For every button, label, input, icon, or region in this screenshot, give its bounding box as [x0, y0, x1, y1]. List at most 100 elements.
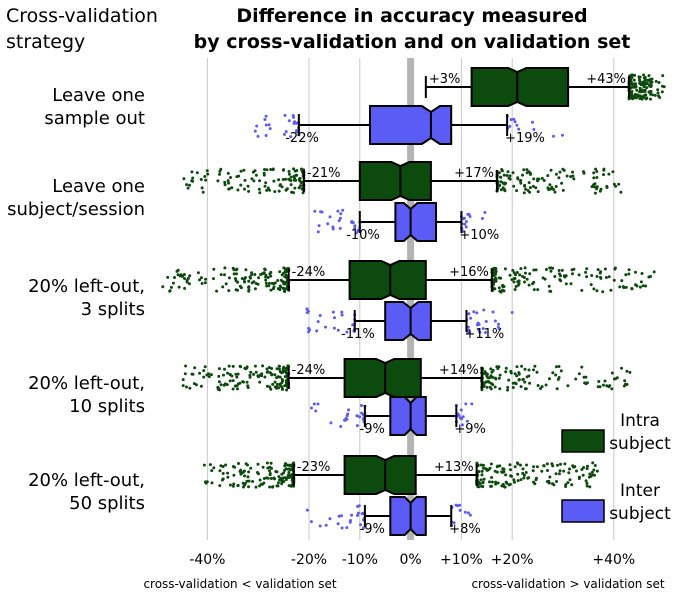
jitter-point-s0-c2-hi-2: [612, 278, 616, 282]
jitter-point-s0-c1-hi-116: [561, 188, 565, 192]
jitter-point-s1-c2-hi-1: [467, 312, 471, 316]
jitter-point-s0-c1-hi-66: [571, 174, 575, 178]
jitter-point-s0-c3-lo-130: [245, 365, 249, 369]
text-layer: +3% +43% -21% +17% -24% +16% -24% +14% -23% +13% -…: [6, 5, 671, 591]
jitter-point-s0-c4-lo-0: [202, 463, 206, 467]
jitter-point-s0-c1-lo-118: [300, 187, 304, 191]
jitter-point-s0-c4-hi-137: [521, 471, 525, 475]
jitter-point-s0-c4-lo-7: [256, 471, 259, 474]
jitter-point-s0-c1-lo-52: [200, 186, 204, 190]
jitter-point-s0-c3-lo-63: [191, 372, 195, 376]
jitter-point-s0-c3-hi-65: [517, 371, 521, 375]
jitter-point-s0-c4-hi-143: [502, 470, 506, 474]
jitter-point-s0-c3-hi-6: [620, 366, 623, 370]
jitter-point-s0-c0-hi-67: [637, 78, 641, 82]
jitter-point-s0-c1-hi-76: [590, 185, 594, 189]
jitter-point-s0-c1-lo-60: [236, 188, 240, 192]
jitter-point-s0-c4-hi-11: [532, 465, 536, 469]
jitter-point-s1-c0-lo-17: [264, 123, 268, 127]
jitter-point-s0-c3-lo-15: [181, 378, 185, 382]
jitter-point-s0-c4-hi-54: [531, 469, 535, 473]
jitter-point-s0-c3-hi-57: [498, 387, 502, 391]
jitter-point-s0-c3-hi-106: [515, 374, 519, 378]
jitter-point-s1-c1-hi-2: [463, 222, 467, 226]
jitter-point-s0-c4-lo-112: [228, 483, 232, 487]
whisker-label-high-s0-c0: +43%: [586, 72, 626, 87]
jitter-point-s0-c3-hi-12: [623, 379, 627, 383]
jitter-point-s0-c2-lo-62: [221, 285, 225, 289]
jitter-point-s0-c1-lo-46: [284, 177, 288, 181]
jitter-point-s0-c4-hi-116: [490, 476, 494, 479]
jitter-point-s0-c2-hi-104: [501, 285, 505, 289]
jitter-point-s0-c4-lo-14: [221, 477, 225, 481]
jitter-point-s0-c4-hi-148: [502, 467, 506, 471]
category-label-3: 20% left-out, 10 splits: [28, 373, 145, 417]
jitter-point-s0-c3-hi-60: [535, 370, 539, 374]
jitter-point-s0-c1-lo-28: [254, 173, 258, 177]
jitter-point-s1-c3-lo-17: [355, 414, 359, 418]
jitter-point-s0-c4-hi-8: [593, 464, 597, 467]
jitter-point-s0-c3-lo-113: [245, 380, 249, 384]
jitter-point-s0-c1-hi-34: [499, 175, 503, 179]
jitter-point-s0-c3-hi-114: [625, 369, 629, 373]
jitter-point-s0-c3-hi-33: [480, 388, 484, 392]
jitter-point-s0-c2-hi-105: [492, 267, 496, 271]
jitter-point-s0-c0-hi-73: [660, 90, 664, 94]
jitter-point-s0-c3-hi-101: [509, 369, 513, 373]
x-tick-label-0: -40%: [189, 552, 225, 568]
jitter-point-s0-c4-hi-101: [585, 481, 589, 485]
jitter-point-s0-c2-lo-36: [265, 284, 269, 288]
jitter-point-s1-c1-hi-11: [483, 211, 487, 214]
jitter-point-s0-c2-lo-127: [284, 287, 288, 291]
jitter-point-s0-c4-hi-120: [509, 468, 512, 472]
jitter-point-s1-c2-lo-18: [340, 313, 344, 317]
jitter-point-s0-c4-hi-106: [562, 469, 566, 473]
jitter-point-s0-c4-lo-148: [286, 473, 290, 477]
jitter-point-s0-c2-lo-83: [264, 278, 268, 282]
jitter-point-s0-c2-hi-98: [510, 278, 514, 282]
jitter-point-s0-c4-hi-134: [564, 483, 568, 487]
jitter-point-s0-c1-hi-60: [593, 185, 596, 189]
jitter-point-s0-c2-lo-74: [269, 270, 273, 274]
jitter-point-s0-c1-hi-106: [498, 184, 502, 188]
jitter-point-s0-c3-lo-35: [238, 381, 242, 385]
jitter-point-s0-c0-hi-121: [645, 96, 649, 100]
jitter-point-s1-c2-lo-11: [340, 310, 344, 314]
jitter-point-s0-c2-hi-37: [514, 285, 518, 288]
jitter-point-s0-c1-lo-74: [295, 169, 299, 172]
jitter-point-s1-c1-hi-4: [461, 217, 465, 221]
jitter-point-s0-c1-hi-16: [502, 173, 506, 177]
jitter-point-s1-c2-lo-16: [333, 316, 336, 320]
jitter-point-s0-c1-lo-57: [278, 183, 282, 187]
jitter-point-s0-c3-lo-142: [199, 384, 203, 388]
jitter-point-s0-c1-lo-68: [223, 180, 227, 184]
jitter-point-s0-c1-hi-108: [519, 181, 523, 185]
jitter-point-s0-c1-lo-0: [188, 183, 192, 187]
jitter-point-s1-c4-lo-22: [337, 514, 341, 518]
whisker-label-low-s0-c1: -21%: [307, 166, 341, 181]
jitter-point-s1-c4-lo-24: [357, 504, 361, 508]
jitter-point-s0-c0-hi-139: [637, 76, 641, 80]
jitter-point-s0-c4-lo-98: [243, 483, 247, 487]
jitter-point-s0-c0-hi-144: [647, 83, 651, 87]
jitter-point-s0-c2-hi-61: [627, 272, 631, 276]
jitter-point-s0-c1-lo-116: [227, 187, 231, 191]
jitter-point-s0-c1-hi-52: [552, 188, 556, 191]
jitter-point-s0-c2-lo-82: [248, 275, 252, 279]
jitter-point-s0-c0-hi-42: [656, 88, 660, 92]
jitter-point-s0-c4-hi-85: [575, 469, 578, 473]
jitter-point-s1-c4-lo-11: [309, 520, 313, 524]
jitter-point-s0-c2-lo-22: [166, 275, 170, 279]
jitter-point-s0-c2-hi-96: [521, 274, 524, 278]
jitter-point-s0-c1-hi-74: [572, 177, 576, 181]
jitter-point-s1-c3-lo-18: [360, 404, 363, 407]
jitter-point-s0-c4-hi-33: [504, 473, 508, 477]
jitter-point-s0-c1-lo-11: [243, 187, 246, 191]
jitter-point-s0-c1-lo-19: [182, 177, 186, 181]
jitter-point-s0-c2-lo-71: [264, 275, 268, 279]
jitter-point-s1-c1-hi-14: [468, 215, 472, 218]
jitter-point-s0-c4-lo-80: [280, 482, 284, 486]
jitter-point-s0-c4-lo-53: [226, 475, 230, 479]
jitter-point-s0-c4-lo-140: [290, 484, 293, 487]
